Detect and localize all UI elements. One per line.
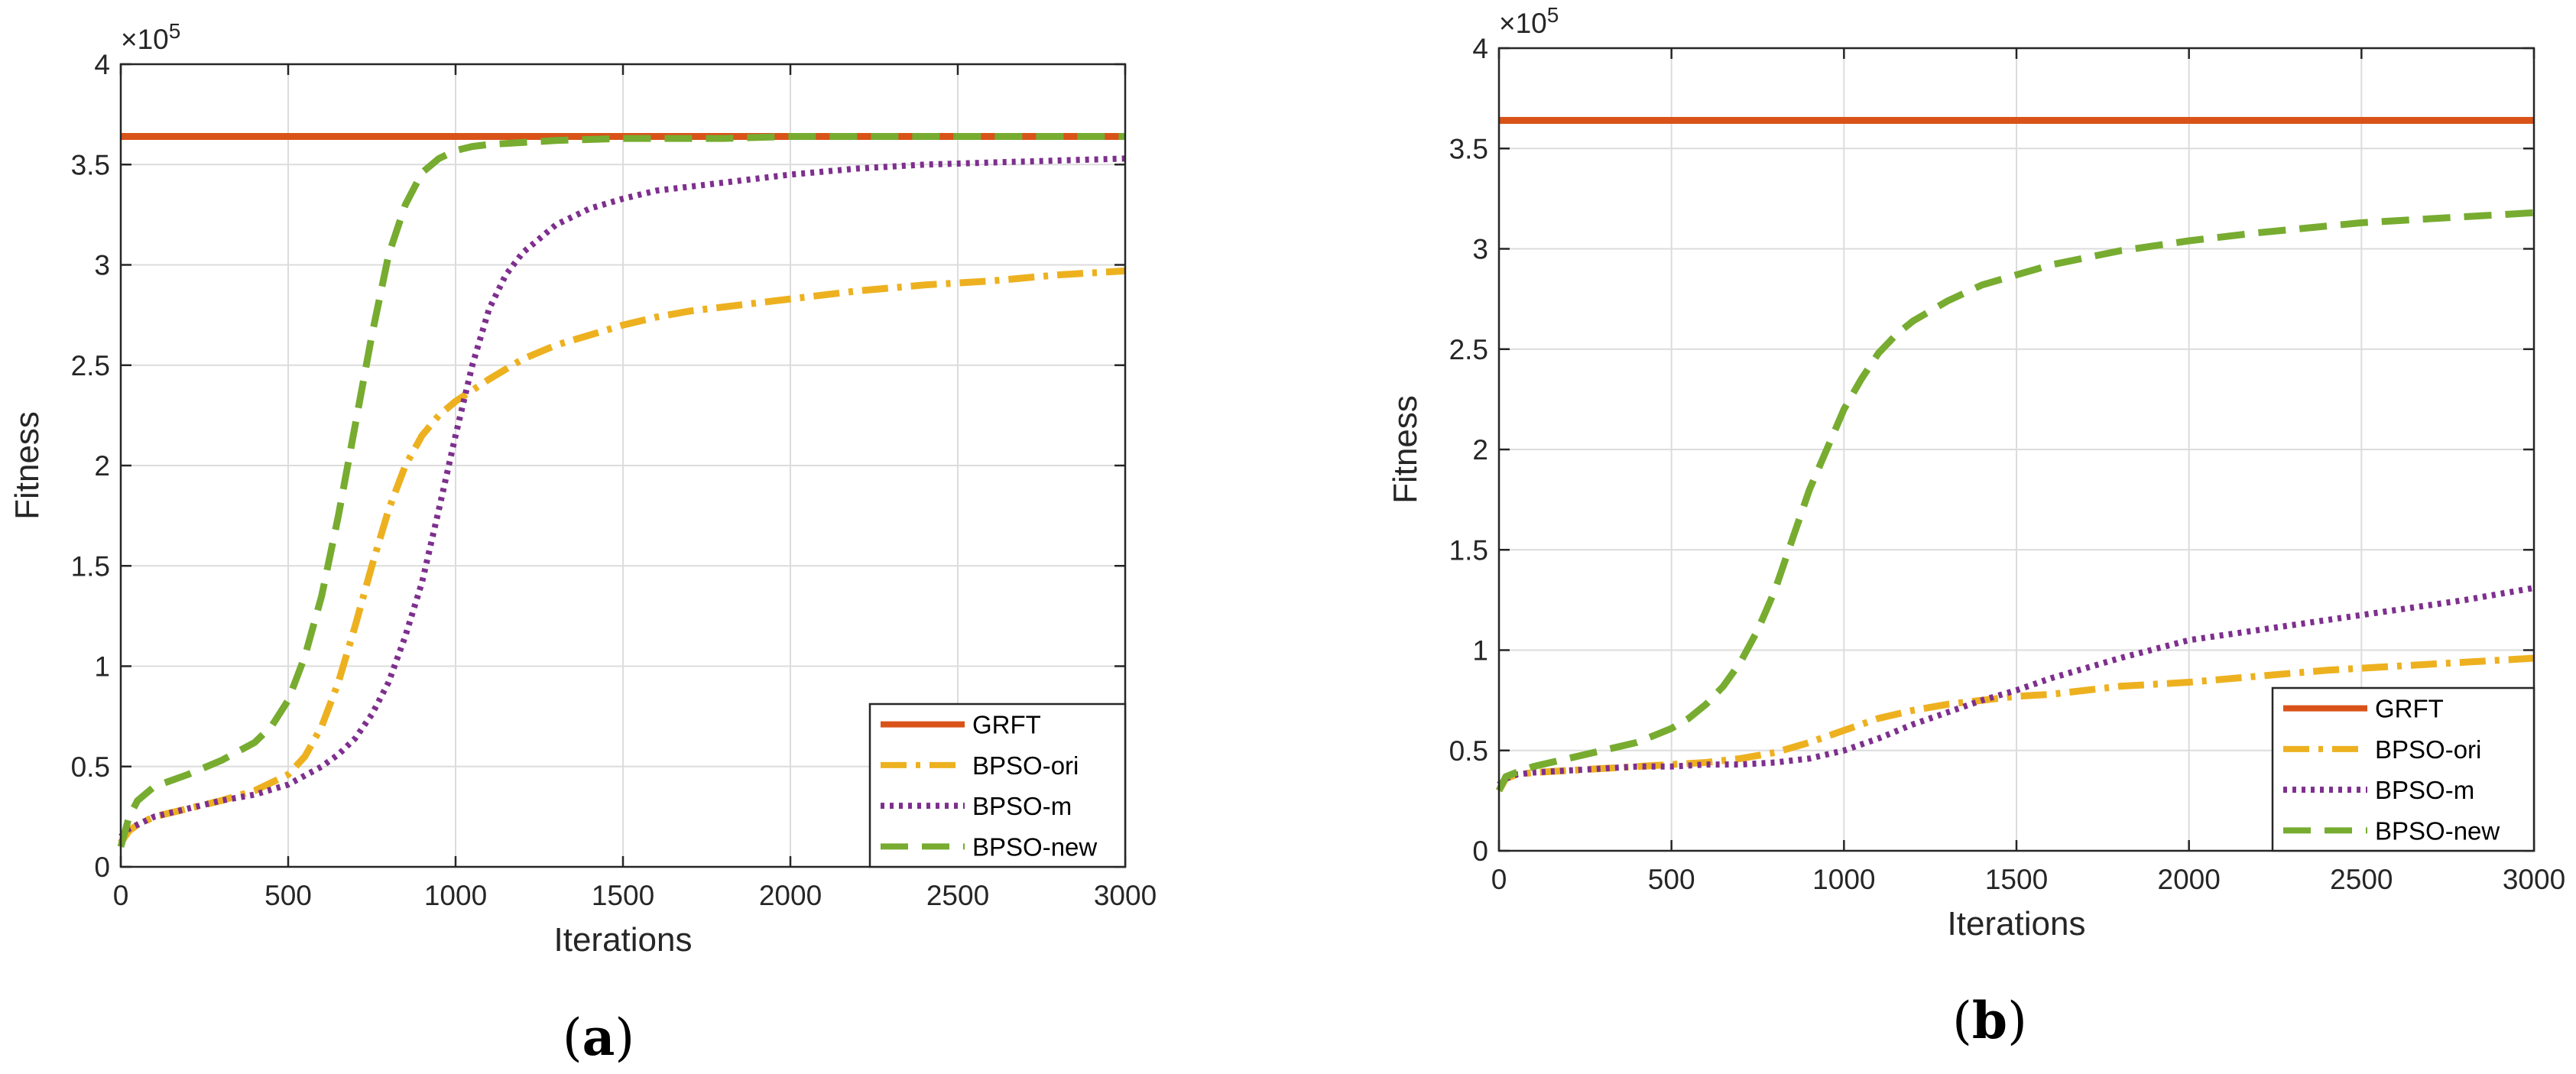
series-line-bpso-new — [117, 133, 1125, 848]
legend-label-bpso-m: BPSO-m — [2375, 776, 2474, 804]
x-axis-label: Iterations — [554, 921, 693, 959]
x-tick-label: 500 — [1648, 864, 1695, 895]
x-tick-label: 3000 — [2503, 864, 2565, 895]
y-tick-label: 0 — [94, 852, 110, 883]
y-tick-label: 0.5 — [1449, 735, 1488, 767]
x-tick-label: 3000 — [1094, 880, 1157, 911]
x-tick-label: 1500 — [592, 880, 654, 911]
series-line-bpso-new — [1495, 209, 2535, 793]
y-tick-label: 1 — [94, 651, 110, 683]
y-tick-label: 3 — [94, 250, 110, 281]
y-exponent-power: 5 — [169, 19, 181, 43]
y-tick-label: 4 — [1472, 33, 1488, 64]
y-tick-label: 3.5 — [1449, 133, 1488, 164]
y-tick-label: 2.5 — [1449, 334, 1488, 365]
y-tick-label: 0 — [1472, 836, 1488, 867]
x-tick-label: 1500 — [1985, 864, 2048, 895]
x-tick-label: 0 — [1491, 864, 1507, 895]
legend-label-bpso-new: BPSO-new — [2375, 816, 2500, 845]
x-tick-label: 2000 — [759, 880, 822, 911]
legend-label-bpso-new: BPSO-new — [972, 832, 1097, 861]
y-tick-label: 2 — [94, 450, 110, 482]
y-axis-label: Fitness — [1387, 395, 1424, 504]
y-exponent-power: 5 — [1547, 3, 1559, 27]
x-tick-label: 1000 — [1812, 864, 1875, 895]
x-tick-label: 2000 — [2158, 864, 2221, 895]
y-tick-label: 0.5 — [71, 751, 110, 783]
y-tick-label: 1.5 — [1449, 534, 1488, 566]
legend-label-grft: GRFT — [2375, 695, 2444, 723]
y-exponent-base: ×10 — [121, 24, 169, 55]
series-line-bpso-m — [118, 155, 1126, 839]
legend-label-bpso-m: BPSO-m — [972, 792, 1072, 820]
panel-caption-close: ) — [2007, 991, 2027, 1050]
legend-box — [2271, 686, 2535, 852]
y-tick-label: 4 — [94, 49, 110, 80]
x-tick-label: 500 — [264, 880, 312, 911]
y-tick-label: 2.5 — [71, 350, 110, 381]
y-exponent-base: ×10 — [1499, 8, 1547, 39]
panel-caption: (b) — [1952, 991, 2027, 1050]
y-axis-label: Fitness — [8, 411, 46, 520]
panel-caption-open: ( — [563, 1008, 582, 1067]
y-exponent-label: ×105 — [121, 19, 180, 55]
panel-caption-open: ( — [1952, 991, 1972, 1050]
panel-caption-close: ) — [615, 1008, 634, 1067]
x-axis-label: Iterations — [1948, 905, 2086, 943]
x-tick-label: 2500 — [926, 880, 989, 911]
x-tick-label: 0 — [113, 880, 129, 911]
legend-label-grft: GRFT — [972, 711, 1041, 739]
x-tick-label: 2500 — [2330, 864, 2393, 895]
series-line-bpso-ori — [118, 267, 1126, 845]
y-tick-label: 1.5 — [71, 550, 110, 582]
series-line-bpso-m — [1497, 585, 2535, 787]
x-tick-label: 1000 — [424, 880, 487, 911]
legend-label-bpso-ori: BPSO-ori — [972, 751, 1079, 780]
panel-caption-letter: b — [1972, 991, 2007, 1050]
chart-b: 0 500 1000 1500 2000 2500 3000 0 0.5 1 1.5 2 2.5 3 3.5… — [1387, 3, 2565, 1050]
y-tick-label: 3.5 — [71, 149, 110, 180]
chart-a: 0 500 1000 1500 2000 2500 3000 0 0.5 1 1.5 2 2.5 3 3.5… — [8, 19, 1157, 1067]
y-tick-label: 1 — [1472, 635, 1488, 667]
legend-box — [868, 702, 1127, 868]
panel-caption-letter: a — [582, 1007, 615, 1067]
legend-label-bpso-ori: BPSO-ori — [2375, 735, 2481, 764]
panel-caption: (a) — [563, 1007, 634, 1067]
y-tick-label: 2 — [1472, 434, 1488, 466]
y-exponent-label: ×105 — [1499, 3, 1559, 39]
y-tick-label: 3 — [1472, 234, 1488, 265]
